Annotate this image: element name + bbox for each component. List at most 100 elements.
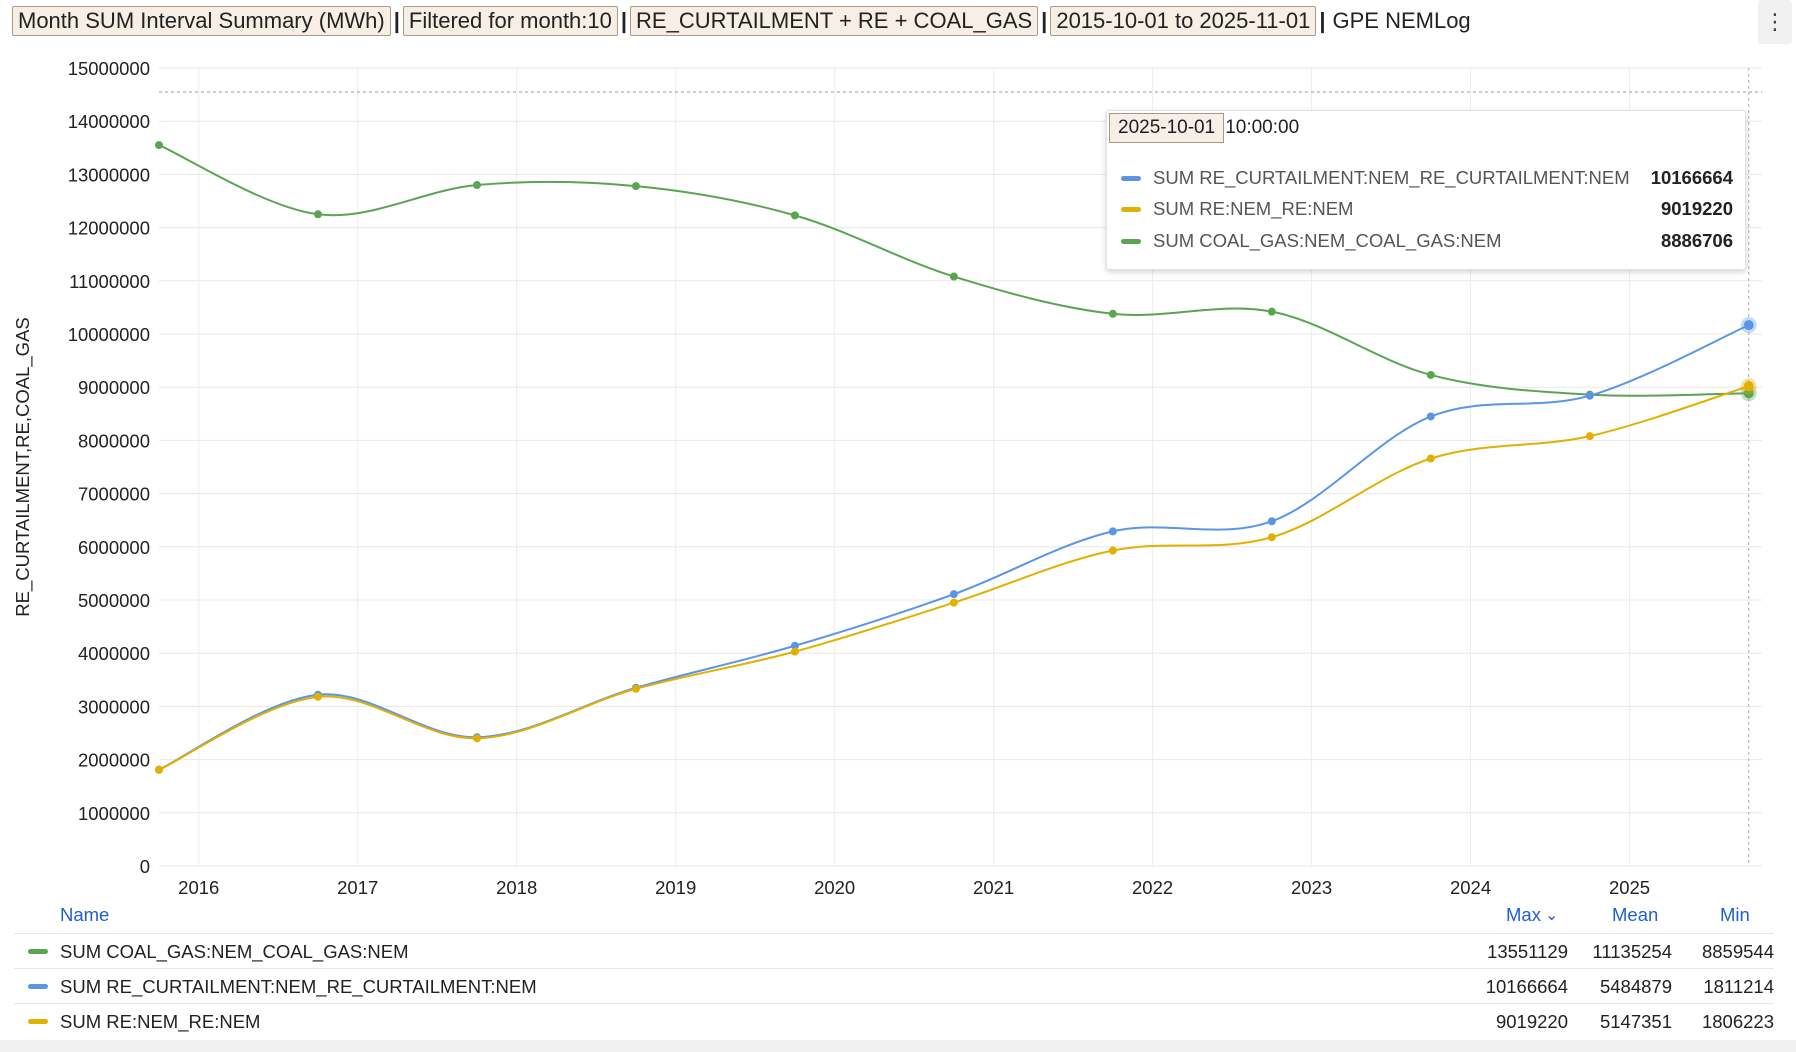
data-point — [472, 181, 481, 190]
x-tick-label: 2022 — [1132, 877, 1173, 895]
chart-tooltip: 2025-10-01 10:00:00 SUM RE_CURTAILMENT:N… — [1106, 110, 1746, 270]
data-point — [790, 211, 799, 220]
legend-min-value: 1811214 — [1703, 975, 1774, 997]
y-tick-label: 5000000 — [78, 590, 150, 611]
tooltip-row: SUM COAL_GAS:NEM_COAL_GAS:NEM 8886706 — [1121, 226, 1733, 256]
legend-header-name[interactable]: Name — [60, 904, 110, 925]
data-point — [949, 272, 958, 281]
tooltip-date: 2025-10-01 — [1109, 113, 1225, 143]
x-tick-label: 2024 — [1450, 877, 1491, 895]
y-tick-label: 2000000 — [78, 750, 150, 771]
data-point — [1585, 432, 1594, 441]
tooltip-series-name: SUM RE_CURTAILMENT:NEM_RE_CURTAILMENT:NE… — [1153, 167, 1630, 188]
data-point — [1108, 309, 1117, 318]
hover-data-point — [1743, 388, 1754, 399]
legend-row[interactable]: SUM COAL_GAS:NEM_COAL_GAS:NEM 13551129 1… — [14, 933, 1774, 969]
x-tick-label: 2023 — [1291, 877, 1332, 895]
data-point — [631, 684, 640, 693]
data-point — [790, 647, 799, 656]
tooltip-series-name: SUM COAL_GAS:NEM_COAL_GAS:NEM — [1153, 230, 1502, 251]
series-swatch — [1121, 238, 1141, 244]
legend-mean-value: 11135254 — [1592, 940, 1672, 962]
x-tick-label: 2025 — [1609, 877, 1650, 895]
legend-max-value: 10166664 — [1485, 975, 1568, 997]
tooltip-series-value: 9019220 — [1660, 198, 1733, 219]
data-point — [790, 641, 799, 650]
legend-row[interactable]: SUM RE:NEM_RE:NEM 9019220 5147351 180622… — [14, 1003, 1774, 1039]
data-point — [1267, 517, 1276, 526]
title-source: GPE NEMLog — [1332, 8, 1471, 33]
series-swatch — [28, 949, 48, 954]
title-separator: | — [620, 8, 628, 33]
data-point — [155, 765, 163, 774]
title-separator: | — [1041, 8, 1048, 33]
x-tick-label: 2017 — [337, 877, 378, 895]
series-line — [158, 385, 1750, 771]
tooltip-time: 10:00:00 — [1225, 117, 1300, 138]
legend-series-name[interactable]: SUM COAL_GAS:NEM_COAL_GAS:NEM — [60, 940, 409, 962]
y-tick-label: 4000000 — [78, 643, 150, 664]
legend-header-max[interactable]: Max ⌄ — [1506, 900, 1558, 930]
legend-series-name[interactable]: SUM RE_CURTAILMENT:NEM_RE_CURTAILMENT:NE… — [60, 975, 537, 997]
series-swatch — [1121, 175, 1141, 181]
legend-min-value: 1806223 — [1701, 1010, 1774, 1032]
panel-title: Month SUM Interval Summary (MWh) | Filte… — [12, 6, 1471, 36]
data-point — [1267, 533, 1276, 542]
data-point — [1267, 307, 1276, 316]
data-point — [472, 734, 481, 743]
title-separator: | — [1319, 8, 1326, 33]
y-tick-label: 9000000 — [78, 377, 150, 398]
y-tick-label: 10000000 — [68, 324, 150, 345]
data-point — [1108, 527, 1117, 536]
tooltip-row: SUM RE_CURTAILMENT:NEM_RE_CURTAILMENT:NE… — [1121, 163, 1733, 193]
line-chart: 0 1000000 2000000 3000000 4000000 5000000 6000… — [12, 58, 1762, 895]
data-point — [1426, 412, 1435, 421]
data-point — [313, 210, 322, 219]
hover-data-point — [1743, 320, 1754, 331]
panel-menu-button[interactable]: ⋮ — [1758, 0, 1792, 44]
series-swatch — [28, 984, 48, 989]
y-tick-label: 6000000 — [78, 537, 150, 558]
x-tick-label: 2019 — [655, 877, 696, 895]
y-tick-label: 1000000 — [78, 803, 150, 824]
y-tick-label: 12000000 — [68, 218, 150, 239]
tooltip-series-value: 8886706 — [1660, 230, 1733, 251]
sort-descending-icon: ⌄ — [1544, 907, 1559, 924]
series-swatch — [1121, 206, 1141, 212]
x-tick-label: 2021 — [973, 877, 1014, 895]
tooltip-row: SUM RE:NEM_RE:NEM 9019220 — [1121, 194, 1733, 224]
y-tick-label: 3000000 — [78, 696, 150, 717]
data-point — [1426, 370, 1435, 379]
legend-series-name[interactable]: SUM RE:NEM_RE:NEM — [60, 1010, 261, 1032]
title-chip-date-range[interactable]: 2015-10-01 to 2025-11-01 — [1050, 6, 1317, 36]
data-point — [313, 692, 322, 701]
tooltip-series-value: 10166664 — [1650, 167, 1733, 188]
y-tick-label: 15000000 — [68, 58, 150, 79]
hover-data-point — [1743, 381, 1754, 392]
data-point — [949, 590, 958, 599]
title-chip-summary[interactable]: Month SUM Interval Summary (MWh) — [12, 6, 391, 36]
data-point — [949, 598, 958, 607]
data-point — [1108, 546, 1117, 555]
tooltip-timestamp: 2025-10-01 10:00:00 — [1109, 113, 1299, 143]
y-tick-label: 0 — [140, 856, 150, 877]
legend-row[interactable]: SUM RE_CURTAILMENT:NEM_RE_CURTAILMENT:NE… — [14, 968, 1774, 1004]
legend-header-mean[interactable]: Mean — [1612, 904, 1659, 925]
x-tick-label: 2016 — [178, 877, 219, 895]
title-chip-series[interactable]: RE_CURTAILMENT + RE + COAL_GAS — [630, 6, 1039, 36]
title-chip-month-filter[interactable]: Filtered for month:10 — [402, 6, 618, 36]
more-vertical-icon: ⋮ — [1764, 9, 1786, 34]
x-tick-label: 2020 — [814, 877, 855, 895]
legend-max-value: 9019220 — [1495, 1010, 1568, 1032]
y-tick-label: 7000000 — [78, 484, 150, 505]
legend-mean-value: 5147351 — [1599, 1010, 1672, 1032]
tooltip-series-name: SUM RE:NEM_RE:NEM — [1153, 198, 1354, 219]
data-point — [1426, 454, 1435, 463]
legend-header-max-label: Max — [1506, 904, 1541, 925]
legend-header-min[interactable]: Min — [1720, 904, 1750, 925]
y-axis-label: RE_CURTAILMENT,RE,COAL_GAS — [12, 317, 34, 617]
data-point — [631, 182, 640, 191]
legend-min-value: 8859544 — [1701, 940, 1774, 962]
y-tick-label: 13000000 — [68, 164, 150, 185]
panel-bottom-edge — [0, 1040, 1796, 1052]
